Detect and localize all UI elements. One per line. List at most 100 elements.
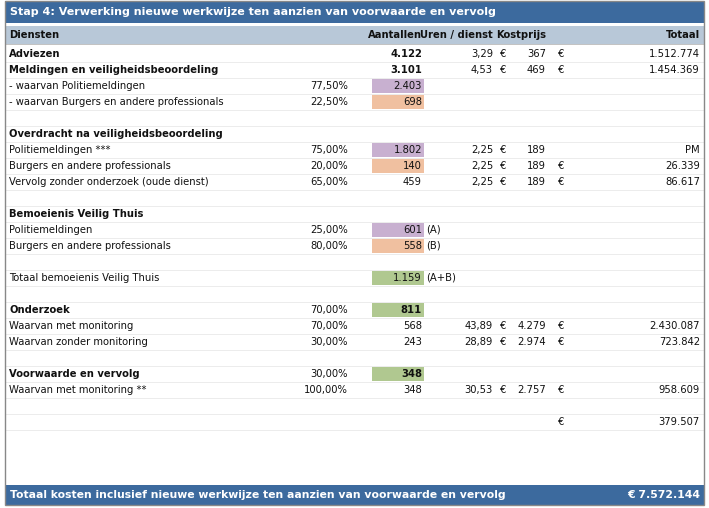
Text: 601: 601 [403,225,422,235]
FancyBboxPatch shape [5,238,704,254]
FancyBboxPatch shape [372,95,424,109]
Text: Waarvan met monitoring **: Waarvan met monitoring ** [9,385,147,395]
Text: Adviezen: Adviezen [9,49,60,59]
Text: 70,00%: 70,00% [311,305,348,315]
FancyBboxPatch shape [5,94,704,110]
Text: 243: 243 [403,337,422,347]
Text: 958.609: 958.609 [659,385,700,395]
FancyBboxPatch shape [5,350,704,366]
Text: 469: 469 [527,65,546,75]
FancyBboxPatch shape [5,1,704,23]
FancyBboxPatch shape [5,62,704,78]
Text: €: € [558,417,564,427]
Text: 28,89: 28,89 [464,337,493,347]
FancyBboxPatch shape [5,414,704,430]
FancyBboxPatch shape [5,110,704,126]
Text: 65,00%: 65,00% [311,177,348,187]
FancyBboxPatch shape [5,142,704,158]
Text: 568: 568 [403,321,422,331]
FancyBboxPatch shape [372,223,424,237]
Text: 86.617: 86.617 [665,177,700,187]
Text: 77,50%: 77,50% [310,81,348,91]
Text: 1.802: 1.802 [393,145,422,155]
FancyBboxPatch shape [5,382,704,398]
Text: 2.403: 2.403 [393,81,422,91]
Text: €: € [500,385,506,395]
Text: Aantallen: Aantallen [368,30,422,40]
Text: Waarvan met monitoring: Waarvan met monitoring [9,321,133,331]
FancyBboxPatch shape [372,143,424,157]
Text: 4.122: 4.122 [390,49,422,59]
Text: 2,25: 2,25 [471,145,493,155]
Text: €: € [500,177,506,187]
Text: Stap 4: Verwerking nieuwe werkwijze ten aanzien van voorwaarde en vervolg: Stap 4: Verwerking nieuwe werkwijze ten … [10,7,496,17]
Text: 1.159: 1.159 [393,273,422,283]
Text: 2.430.087: 2.430.087 [649,321,700,331]
Text: 189: 189 [527,177,546,187]
Text: 2.974: 2.974 [518,337,546,347]
Text: 80,00%: 80,00% [311,241,348,251]
Text: 811: 811 [401,305,422,315]
FancyBboxPatch shape [372,239,424,253]
Text: €: € [558,321,564,331]
Text: 698: 698 [403,97,422,107]
Text: 2.757: 2.757 [518,385,546,395]
FancyBboxPatch shape [5,206,704,222]
Text: 1.512.774: 1.512.774 [649,49,700,59]
Text: Totaal kosten inclusief nieuwe werkwijze ten aanzien van voorwaarde en vervolg: Totaal kosten inclusief nieuwe werkwijze… [10,490,506,500]
Text: €: € [500,337,506,347]
Text: 459: 459 [403,177,422,187]
Text: €: € [558,49,564,59]
FancyBboxPatch shape [5,190,704,206]
Text: €: € [558,161,564,171]
Text: 189: 189 [527,145,546,155]
Text: - waarvan Politiemeldingen: - waarvan Politiemeldingen [9,81,145,91]
Text: €: € [558,65,564,75]
Text: Totaal bemoeienis Veilig Thuis: Totaal bemoeienis Veilig Thuis [9,273,160,283]
Text: Totaal: Totaal [666,30,700,40]
Text: 20,00%: 20,00% [311,161,348,171]
Text: Onderzoek: Onderzoek [9,305,69,315]
Text: 70,00%: 70,00% [311,321,348,331]
Text: 558: 558 [403,241,422,251]
Text: 1.454.369: 1.454.369 [649,65,700,75]
Text: 2,25: 2,25 [471,177,493,187]
Text: 367: 367 [527,49,546,59]
FancyBboxPatch shape [372,367,424,381]
Text: 140: 140 [403,161,422,171]
Text: Burgers en andere professionals: Burgers en andere professionals [9,241,171,251]
Text: 30,00%: 30,00% [311,369,348,379]
Text: 43,89: 43,89 [465,321,493,331]
Text: Waarvan zonder monitoring: Waarvan zonder monitoring [9,337,148,347]
Text: 3,29: 3,29 [471,49,493,59]
Text: Kostprijs: Kostprijs [496,30,546,40]
Text: €: € [558,385,564,395]
FancyBboxPatch shape [5,254,704,270]
FancyBboxPatch shape [5,46,704,62]
Text: (B): (B) [426,241,440,251]
Text: 4.279: 4.279 [518,321,546,331]
Text: (A+B): (A+B) [426,273,456,283]
Text: 26.339: 26.339 [665,161,700,171]
Text: - waarvan Burgers en andere professionals: - waarvan Burgers en andere professional… [9,97,223,107]
Text: 2,25: 2,25 [471,161,493,171]
Text: Diensten: Diensten [9,30,59,40]
FancyBboxPatch shape [372,303,424,317]
FancyBboxPatch shape [5,222,704,238]
Text: Bemoeienis Veilig Thuis: Bemoeienis Veilig Thuis [9,209,143,219]
Text: Politiemeldingen: Politiemeldingen [9,225,92,235]
Text: Overdracht na veiligheidsbeoordeling: Overdracht na veiligheidsbeoordeling [9,129,223,139]
Text: 3.101: 3.101 [390,65,422,75]
FancyBboxPatch shape [372,159,424,173]
Text: 22,50%: 22,50% [310,97,348,107]
FancyBboxPatch shape [5,366,704,382]
FancyBboxPatch shape [5,158,704,174]
Text: Burgers en andere professionals: Burgers en andere professionals [9,161,171,171]
Text: €: € [500,65,506,75]
Text: 30,53: 30,53 [465,385,493,395]
Text: €: € [500,321,506,331]
Text: €: € [558,337,564,347]
FancyBboxPatch shape [5,174,704,190]
Text: 25,00%: 25,00% [311,225,348,235]
FancyBboxPatch shape [5,334,704,350]
